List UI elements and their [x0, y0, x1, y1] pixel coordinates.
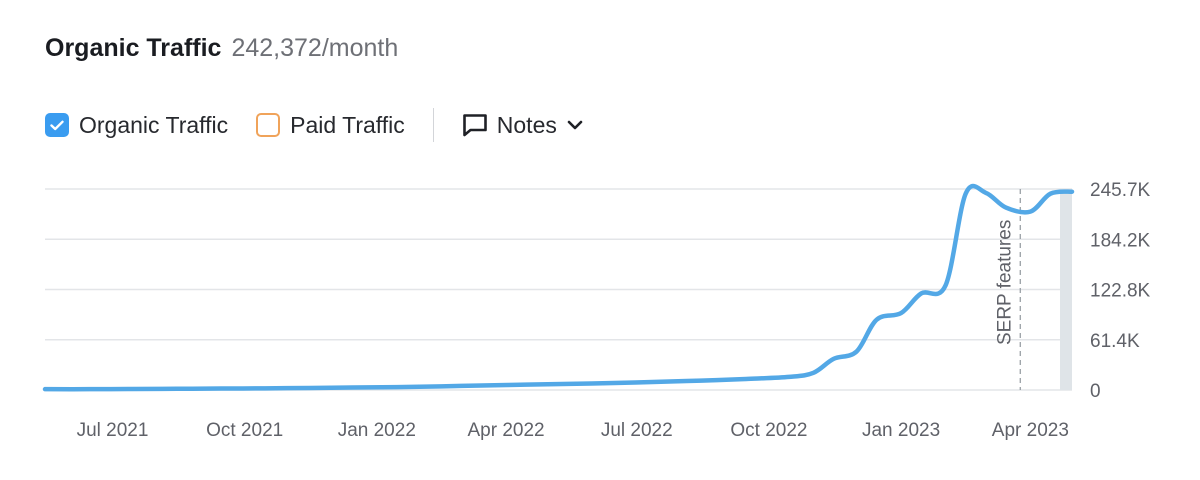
y-tick-label: 122.8K: [1090, 281, 1151, 302]
x-tick-label: Oct 2021: [206, 420, 283, 441]
annotation-label: SERP features: [994, 220, 1015, 345]
y-tick-label: 0: [1090, 381, 1101, 402]
y-tick-label: 61.4K: [1090, 331, 1140, 352]
paid-traffic-label: Paid Traffic: [290, 111, 405, 138]
check-icon: [50, 120, 64, 130]
x-tick-label: Apr 2023: [992, 420, 1069, 441]
notes-dropdown[interactable]: Notes: [462, 112, 583, 139]
x-tick-label: Jul 2022: [601, 420, 673, 441]
chart-header: Organic Traffic 242,372/month: [45, 34, 398, 63]
y-tick-label: 245.7K: [1090, 180, 1151, 201]
x-tick-label: Jul 2021: [77, 420, 149, 441]
x-tick-label: Apr 2022: [468, 420, 545, 441]
organic-traffic-label: Organic Traffic: [79, 111, 229, 138]
speech-bubble-icon: [462, 114, 487, 137]
x-tick-label: Oct 2022: [730, 420, 807, 441]
x-tick-label: Jan 2023: [862, 420, 940, 441]
chart-title: Organic Traffic: [45, 34, 222, 62]
y-tick-label: 184.2K: [1090, 230, 1151, 251]
controls-divider: [432, 108, 434, 142]
current-period-highlight: [1060, 189, 1072, 390]
organic-traffic-toggle[interactable]: Organic Traffic: [45, 112, 228, 139]
chevron-down-icon: [567, 120, 583, 130]
notes-label: Notes: [496, 111, 557, 138]
chart-controls: Organic Traffic Paid Traffic Notes: [45, 106, 583, 144]
organic-traffic-line: [42, 183, 1075, 392]
paid-traffic-toggle[interactable]: Paid Traffic: [256, 112, 405, 139]
x-tick-label: Jan 2022: [338, 420, 416, 441]
checkbox-unchecked-icon[interactable]: [256, 113, 281, 137]
checkbox-checked-icon[interactable]: [45, 113, 69, 137]
monthly-traffic-value: 242,372/month: [231, 34, 399, 62]
